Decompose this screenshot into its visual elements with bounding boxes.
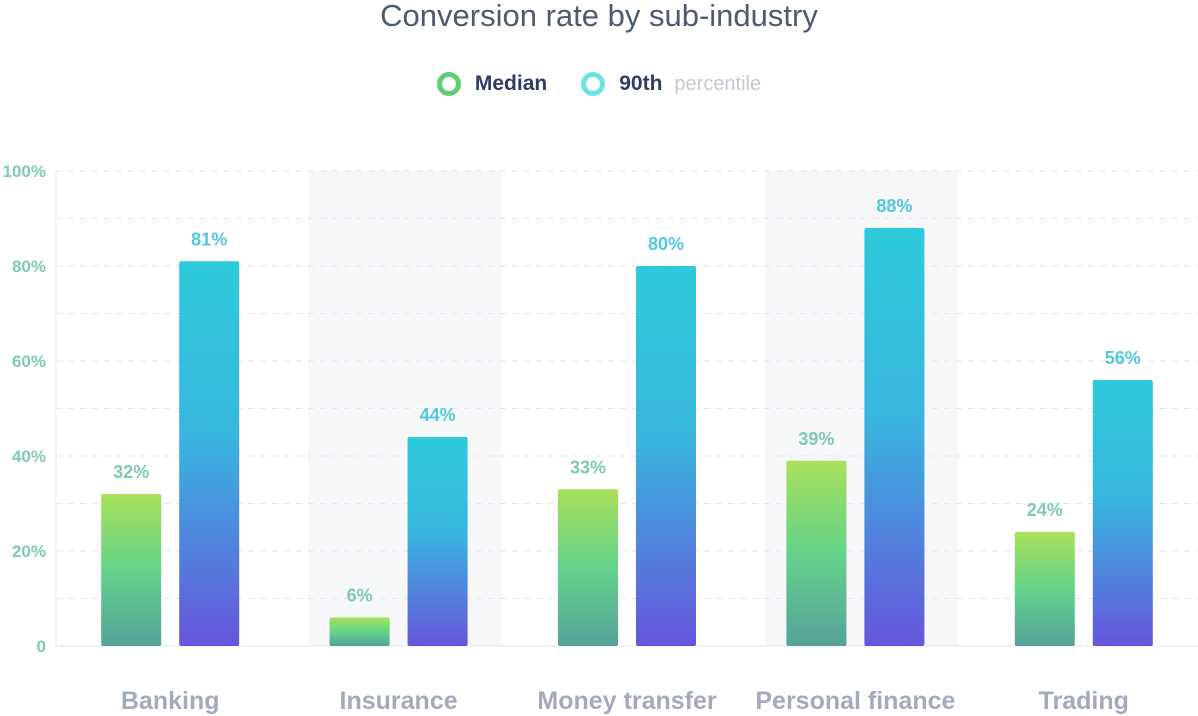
legend-label-median: Median <box>474 72 548 95</box>
chart-title: Conversion rate by sub-industry <box>380 0 818 33</box>
median-bar[interactable] <box>558 489 618 646</box>
y-tick-label: 0 <box>37 637 46 656</box>
legend-item-median[interactable]: Median <box>436 72 548 96</box>
y-tick-label: 20% <box>12 542 46 561</box>
median-ring-icon <box>436 72 461 96</box>
x-tick-label: Insurance <box>340 687 458 715</box>
data-label: 6% <box>347 586 373 606</box>
y-tick-label: 100% <box>3 162 46 181</box>
data-label: 80% <box>648 234 684 254</box>
data-label: 88% <box>876 196 912 216</box>
data-label: 39% <box>798 429 834 449</box>
y-tick-label: 60% <box>12 352 46 371</box>
legend-item-90th[interactable]: 90th percentile <box>581 72 761 96</box>
x-tick-label: Personal finance <box>755 687 955 715</box>
median-bar[interactable] <box>329 617 390 647</box>
data-label: 33% <box>570 457 606 477</box>
median-bar[interactable] <box>101 494 162 646</box>
legend: Median 90th percentile <box>0 72 1198 96</box>
p90-ring-icon <box>581 72 606 96</box>
y-tick-label: 40% <box>12 447 46 466</box>
p90-bar[interactable] <box>407 437 468 646</box>
legend-note-percentile: percentile <box>674 72 762 95</box>
data-label: 32% <box>113 462 149 482</box>
x-tick-label: Banking <box>121 687 220 715</box>
median-bar[interactable] <box>1014 532 1075 646</box>
p90-bar[interactable] <box>1092 380 1153 646</box>
data-label: 81% <box>191 229 227 249</box>
data-label: 56% <box>1105 348 1141 368</box>
data-label: 44% <box>420 405 456 425</box>
data-label: 24% <box>1027 500 1063 520</box>
x-tick-label: Trading <box>1039 687 1129 715</box>
p90-bar[interactable] <box>864 228 925 646</box>
x-tick-label: Money transfer <box>537 687 716 715</box>
y-tick-label: 80% <box>12 257 46 276</box>
p90-bar[interactable] <box>179 261 240 646</box>
median-bar[interactable] <box>786 460 847 646</box>
legend-label-90th: 90th <box>619 72 663 95</box>
p90-bar[interactable] <box>636 266 696 646</box>
